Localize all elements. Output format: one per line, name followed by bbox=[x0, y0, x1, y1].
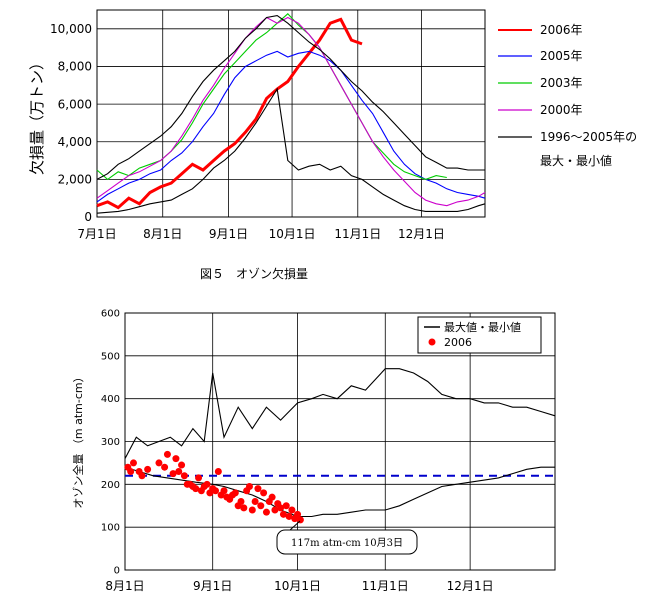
legend-label-2006: 2006 bbox=[444, 336, 472, 349]
chart2-point-2006 bbox=[180, 472, 188, 480]
chart2-point-2006 bbox=[172, 455, 180, 463]
chart1-series-line-2 bbox=[96, 13, 447, 181]
chart2-point-2006 bbox=[237, 497, 245, 505]
chart2-point-2006 bbox=[175, 467, 183, 475]
chart2-point-2006 bbox=[262, 508, 270, 516]
chart1-y-tick: 8,000 bbox=[58, 60, 92, 74]
chart2-legend: 最大値・最小値 2006 bbox=[417, 316, 542, 354]
total-ozone-chart: 0 100 200 300 400 500 600 8月1日 9月1日 10月1日 11月1日 12… bbox=[71, 309, 556, 593]
chart2-point-2006 bbox=[212, 487, 220, 495]
chart2-point-2006 bbox=[251, 497, 259, 505]
chart1-series-line-5 bbox=[96, 87, 486, 214]
chart2-series-group bbox=[124, 368, 556, 524]
chart2-y-tick: 500 bbox=[101, 351, 120, 362]
chart1-y-tick: 2,000 bbox=[58, 173, 92, 187]
chart2-point-2006 bbox=[271, 506, 279, 514]
annotation-box bbox=[276, 529, 418, 555]
chart2-point-2006 bbox=[282, 502, 290, 510]
chart2-y-tick: 400 bbox=[101, 394, 120, 405]
chart2-annotation: 117m atm-cm 10月3日 bbox=[276, 520, 418, 555]
chart1-grid bbox=[97, 10, 485, 217]
chart2-y-axis-label: オゾン全量 （m atm-cm） bbox=[71, 371, 85, 508]
chart2-point-2006 bbox=[231, 489, 239, 497]
chart1-legend-label: 2003年 bbox=[540, 76, 583, 90]
chart2-point-2006 bbox=[220, 487, 228, 495]
chart2-x-tick-labels: 8月1日 9月1日 10月1日 11月1日 12月1日 bbox=[105, 579, 493, 593]
chart2-point-2006 bbox=[138, 472, 146, 480]
chart2-point-2006 bbox=[245, 482, 253, 490]
chart2-point-2006 bbox=[195, 474, 203, 482]
chart1-y-tick: 10,000 bbox=[50, 22, 92, 36]
chart2-point-2006 bbox=[279, 510, 287, 518]
chart2-x-tick: 12月1日 bbox=[447, 579, 494, 593]
chart1-legend-label: 最大・最小値 bbox=[540, 153, 612, 168]
chart2-x-tick: 11月1日 bbox=[362, 579, 409, 593]
chart2-y-tick: 300 bbox=[101, 437, 120, 448]
chart1-x-tick: 11月1日 bbox=[334, 227, 381, 241]
chart2-y-tick: 0 bbox=[114, 566, 120, 577]
chart2-point-2006 bbox=[144, 465, 152, 473]
chart1-x-tick-labels: 7月1日 8月1日 9月1日 10月1日 11月1日 12月1日 bbox=[77, 227, 444, 241]
chart2-point-2006 bbox=[288, 506, 296, 514]
chart2-y-tick: 200 bbox=[101, 480, 120, 491]
chart1-series-group bbox=[96, 13, 486, 214]
chart1-x-tick: 9月1日 bbox=[209, 227, 248, 241]
chart1-x-tick: 10月1日 bbox=[269, 227, 316, 241]
chart2-series-line-1 bbox=[124, 466, 555, 518]
legend-label-maxmin: 最大値・最小値 bbox=[444, 320, 521, 334]
chart1-x-tick: 7月1日 bbox=[77, 227, 116, 241]
chart2-x-tick: 10月1日 bbox=[274, 579, 321, 593]
chart2-point-2006 bbox=[285, 512, 293, 520]
chart2-point-2006 bbox=[192, 485, 200, 493]
chart1-legend-label: 2000年 bbox=[540, 103, 583, 117]
chart2-point-2006 bbox=[257, 502, 265, 510]
chart2-point-2006 bbox=[161, 463, 169, 471]
chart1-legend-label: 2006年 bbox=[540, 23, 583, 37]
chart2-x-tick: 9月1日 bbox=[193, 579, 232, 593]
chart2-point-2006 bbox=[214, 467, 222, 475]
chart2-point-2006 bbox=[203, 480, 211, 488]
chart2-y-tick-labels: 0 100 200 300 400 500 600 bbox=[101, 309, 120, 577]
chart2-legend-box bbox=[417, 316, 542, 354]
chart2-point-2006 bbox=[277, 504, 285, 512]
chart2-grid bbox=[125, 312, 555, 570]
chart1-y-tick: 0 bbox=[84, 210, 92, 224]
ozone-loss-chart: 0 2,000 4,000 6,000 8,000 10,000 7月1日 8月1日 9月1日… bbox=[28, 9, 637, 241]
chart1-x-tick: 12月1日 bbox=[398, 227, 445, 241]
chart2-point-2006 bbox=[268, 493, 276, 501]
chart1-plot-area bbox=[96, 9, 486, 218]
chart2-series-line-0 bbox=[124, 368, 556, 459]
chart1-series-line-3 bbox=[96, 16, 486, 207]
chart1-y-tick-labels: 0 2,000 4,000 6,000 8,000 10,000 bbox=[50, 22, 92, 224]
chart2-point-2006 bbox=[254, 485, 262, 493]
chart2-x-tick: 8月1日 bbox=[105, 579, 144, 593]
figure-caption: 図５ オゾン欠損量 bbox=[200, 266, 308, 281]
chart2-point-2006 bbox=[127, 467, 135, 475]
chart1-series-line-0 bbox=[96, 17, 363, 210]
chart2-point-2006 bbox=[248, 506, 256, 514]
chart2-point-2006 bbox=[178, 461, 186, 469]
annotation-pointer bbox=[289, 520, 301, 531]
chart1-legend-label: 2005年 bbox=[540, 49, 583, 63]
chart2-y-tick: 100 bbox=[101, 523, 120, 534]
chart1-legend-label: 1996～2005年の bbox=[540, 130, 637, 144]
chart2-y-tick: 600 bbox=[101, 309, 120, 320]
legend-marker-2006 bbox=[428, 338, 436, 346]
chart2-point-2006 bbox=[169, 470, 177, 478]
chart1-series-line-4 bbox=[96, 15, 485, 180]
chart2-point-2006 bbox=[294, 510, 302, 518]
chart1-y-axis-label: 欠損量（万トン） bbox=[28, 55, 46, 175]
chart1-x-tick: 8月1日 bbox=[143, 227, 182, 241]
chart2-point-2006 bbox=[155, 459, 163, 467]
annotation-text: 117m atm-cm 10月3日 bbox=[291, 537, 403, 549]
chart1-y-tick: 4,000 bbox=[58, 135, 92, 149]
chart2-point-2006 bbox=[129, 459, 137, 467]
chart2-point-2006 bbox=[260, 489, 268, 497]
chart2-point-2006 bbox=[163, 450, 171, 458]
chart1-y-tick: 6,000 bbox=[58, 97, 92, 111]
chart2-point-2006 bbox=[240, 504, 248, 512]
